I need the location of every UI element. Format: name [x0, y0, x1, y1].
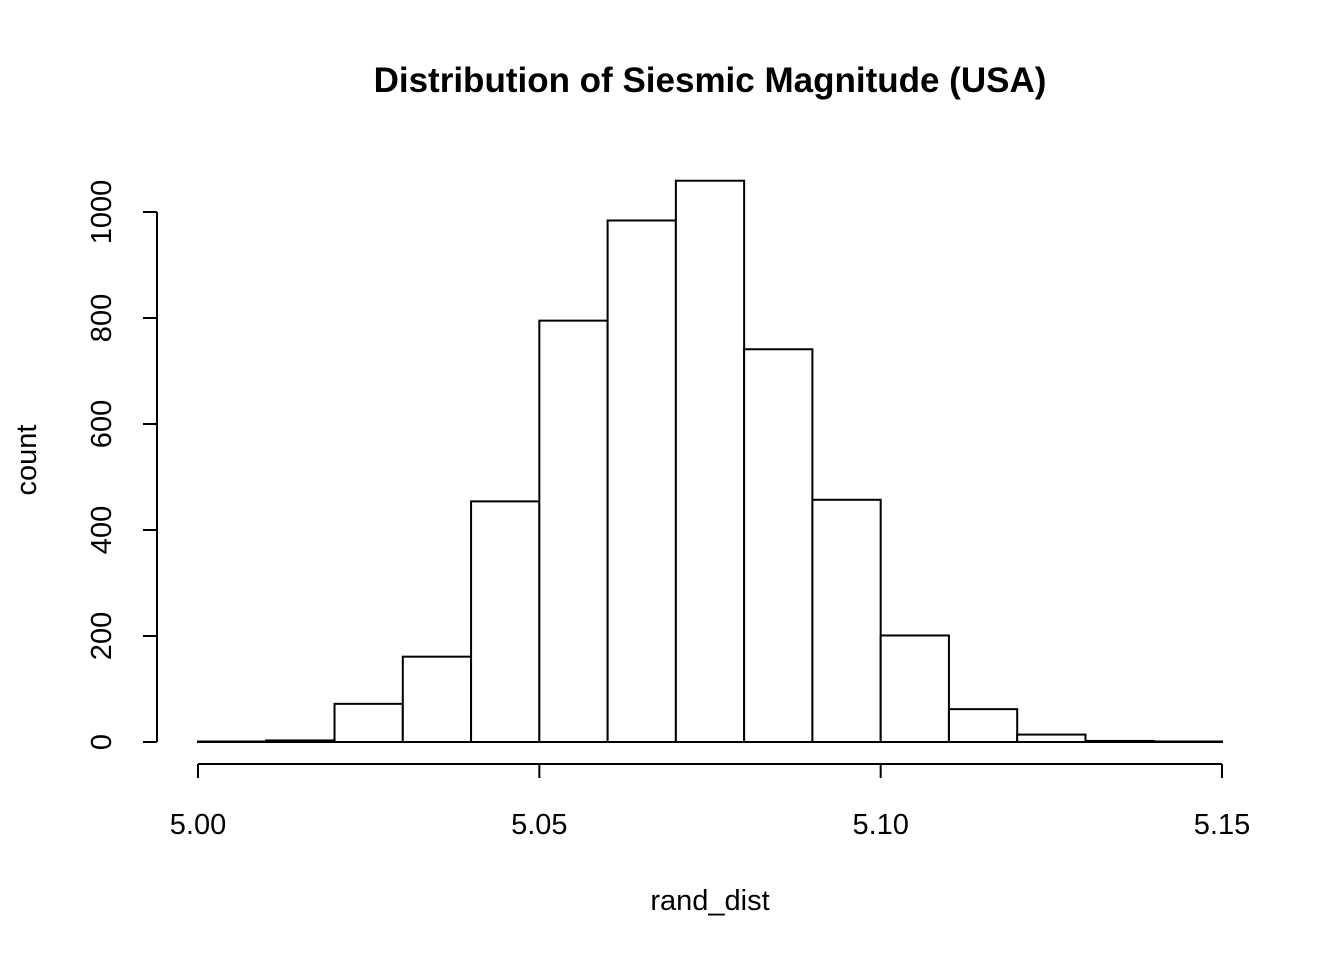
chart-title: Distribution of Siesmic Magnitude (USA) [374, 61, 1047, 100]
histogram-bar [1152, 740, 1223, 743]
y-tick-label: 400 [86, 506, 118, 554]
histogram-bar [879, 634, 950, 743]
histogram-bar [743, 348, 814, 743]
bars-group [197, 179, 1223, 744]
x-tick-label: 5.15 [1194, 809, 1250, 841]
y-axis-label: count [11, 425, 43, 496]
histogram-bar [1084, 739, 1155, 744]
histogram-bar [811, 498, 882, 744]
histogram-bar [401, 655, 473, 743]
y-tick-label: 200 [86, 612, 118, 660]
histogram-bar [470, 500, 541, 743]
histogram-bar [333, 702, 404, 744]
y-tick-label: 0 [86, 734, 118, 750]
histogram-bar [1016, 733, 1087, 744]
y-axis: 0 200 400 600 800 1000 [86, 180, 158, 750]
y-tick-label: 1000 [86, 180, 118, 245]
histogram-bar [197, 740, 268, 743]
histogram-bar [265, 739, 336, 743]
x-tick-label: 5.00 [170, 809, 226, 841]
histogram-bar [674, 179, 746, 744]
x-tick-label: 5.10 [852, 809, 908, 841]
x-tick-label: 5.05 [511, 809, 567, 841]
histogram-bar [538, 319, 609, 743]
y-tick-label: 600 [86, 400, 118, 448]
histogram-bar [606, 219, 677, 744]
y-tick-label: 800 [86, 294, 118, 342]
x-axis: 5.00 5.05 5.10 5.15 [170, 763, 1250, 841]
histogram-bar [947, 708, 1019, 744]
x-axis-label: rand_dist [650, 885, 769, 917]
